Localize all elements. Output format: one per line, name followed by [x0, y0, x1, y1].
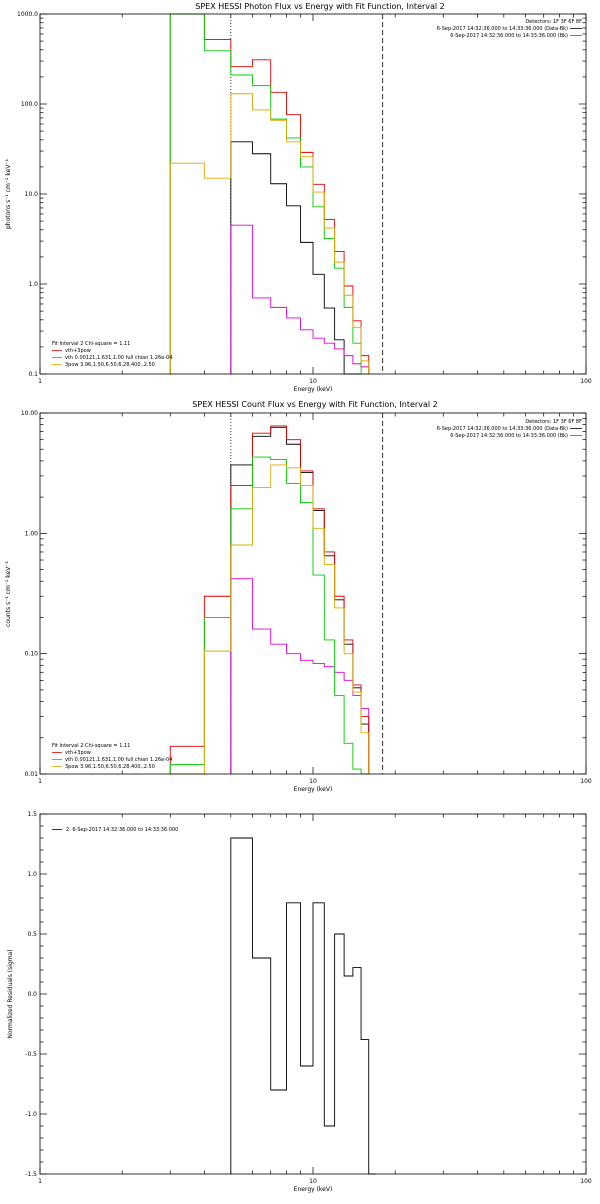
- x-tick-label: 10: [309, 378, 317, 385]
- series-vth+3pow: [169, 425, 370, 774]
- y-axis-label: Normalized Residuals (sigma): [7, 949, 14, 1038]
- y-tick-label: -1.5: [25, 1171, 37, 1178]
- y-tick-label: 0.5: [27, 931, 37, 938]
- y-tick-label: -1.0: [25, 1111, 37, 1118]
- residuals-legend: 2. 6-Sep-2017 14:32:36.000 to 14:33:36.0…: [52, 827, 178, 833]
- fit-legend-item: 3pow 3.96,1.50,6.50,6.28,400.,2.50: [65, 362, 155, 368]
- series-data: [230, 141, 369, 375]
- plot-frame: [39, 13, 587, 375]
- y-axis-label: counts s⁻¹ cm⁻² keV⁻¹: [5, 561, 12, 627]
- y-tick-label: 1.5: [27, 811, 37, 818]
- fit-legend-title: Fit Interval 2 Chi-square = 1.11: [52, 341, 130, 347]
- y-tick-label: 0.10: [25, 651, 39, 658]
- x-axis-label: Energy (keV): [294, 386, 333, 393]
- y-tick-label: 1000.0: [17, 11, 38, 18]
- fit-legend-item: vth 0.00121,1.631,1.00 full chian 1.26e-…: [65, 355, 172, 361]
- y-axis-label: photons s⁻¹ cm⁻² keV⁻¹: [5, 158, 12, 229]
- series-vth: [169, 13, 369, 375]
- x-tick-label: 10: [309, 778, 317, 785]
- x-tick-label: 1: [38, 378, 42, 385]
- detectors-label: Detectors: 1F 3F 6F 8F: [525, 419, 582, 425]
- count-flux-panel: SPEX HESSI Count Flux vs Energy with Fit…: [5, 400, 592, 793]
- series-3pow: [170, 464, 370, 775]
- y-tick-label: 10.0: [25, 191, 39, 198]
- y-tick-label: 100.0: [21, 101, 38, 108]
- x-tick-label: 100: [580, 1178, 592, 1185]
- fit-legend-item: vth 0.00121,1.631,1.00 full chian 1.26e-…: [65, 757, 172, 763]
- fit-legend-item: vth+3pow: [65, 348, 91, 354]
- y-tick-label: -0.5: [25, 1051, 37, 1058]
- fit-legend-item: vth+3pow: [65, 750, 91, 756]
- header-block: Detectors: 1F 3F 6F 8F 6-Sep-2017 14:32:…: [437, 19, 582, 39]
- series-vth: [169, 456, 369, 775]
- y-tick-label: 1.0: [27, 871, 37, 878]
- fit-legend-title: Fit Interval 2 Chi-square = 1.11: [52, 743, 130, 749]
- chart-title: SPEX HESSI Count Flux vs Energy with Fit…: [192, 400, 437, 409]
- x-tick-label: 10: [309, 1178, 317, 1185]
- fit-legend: Fit Interval 2 Chi-square = 1.11 vth+3po…: [52, 743, 172, 770]
- y-tick-label: 0.0: [27, 991, 37, 998]
- x-axis-label: Energy (keV): [294, 1186, 333, 1193]
- x-tick-label: 100: [580, 378, 592, 385]
- photon-flux-panel: SPEX HESSI Photon Flux vs Energy with Fi…: [5, 2, 592, 393]
- plot-frame: [39, 813, 587, 1175]
- x-axis-label: Energy (keV): [294, 786, 333, 793]
- x-tick-label: 100: [580, 778, 592, 785]
- x-tick-label: 1: [38, 778, 42, 785]
- y-tick-label: 0.01: [25, 771, 39, 778]
- header-block: Detectors: 1F 3F 6F 8F 6-Sep-2017 14:32:…: [437, 419, 582, 439]
- chart-title: SPEX HESSI Photon Flux vs Energy with Fi…: [195, 2, 445, 11]
- series-bk: [230, 578, 370, 774]
- x-tick-label: 1: [38, 1178, 42, 1185]
- series-3pow: [169, 93, 370, 374]
- bk-interval-label: 6-Sep-2017 14:32:36.000 to 14:33:36.000 …: [450, 33, 568, 39]
- fit-legend: Fit Interval 2 Chi-square = 1.11 vth+3po…: [52, 341, 172, 368]
- series-residuals: [230, 837, 376, 1175]
- residuals-legend-label: 2. 6-Sep-2017 14:32:36.000 to 14:33:36.0…: [66, 827, 178, 833]
- y-tick-label: 1.0: [28, 281, 38, 288]
- series-vth+3pow: [169, 13, 370, 374]
- plot-frame: [39, 412, 587, 775]
- y-tick-label: 10.00: [21, 410, 38, 417]
- residuals-panel: 1 10 100 -1.5 -1.0 -0.5 0.0 0.5 1.0 1.5 Energy (k…: [7, 811, 592, 1193]
- detectors-label: Detectors: 1F 3F 6F 8F: [525, 19, 582, 25]
- bk-interval-label: 6-Sep-2017 14:32:36.000 to 14:33:36.000 …: [450, 433, 568, 439]
- fit-legend-item: 3pow 3.96,1.50,6.50,6.28,400.,2.50: [65, 764, 155, 770]
- data-interval-label: 6-Sep-2017 14:32:36.000 to 14:33:36.000 …: [437, 426, 568, 432]
- series-bk: [230, 224, 370, 374]
- data-interval-label: 6-Sep-2017 14:32:36.000 to 14:33:36.000 …: [437, 26, 568, 32]
- y-tick-label: 0.1: [28, 371, 38, 378]
- y-tick-label: 1.00: [25, 530, 39, 537]
